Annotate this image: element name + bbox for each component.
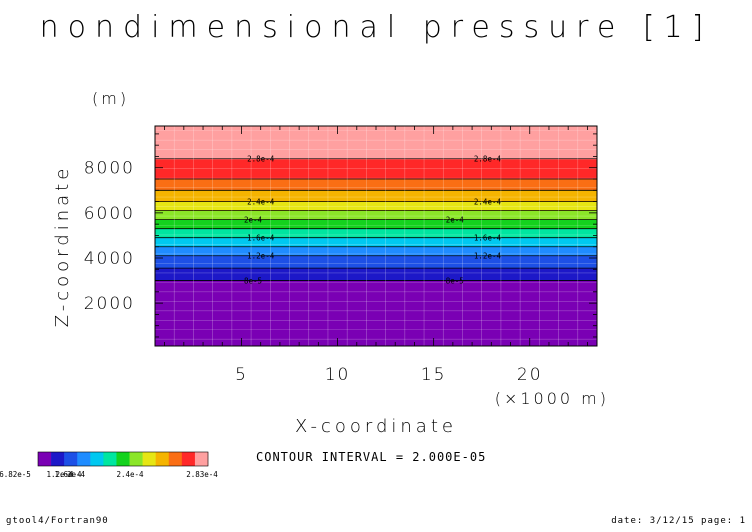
colorbar-swatch	[194, 452, 209, 466]
contour-label: 1.2e-4	[247, 252, 275, 261]
contour-label: 1.2e-4	[474, 252, 502, 261]
colorbar-swatch	[142, 452, 156, 466]
colorbar-swatch	[116, 452, 130, 466]
contour-label: 2.4e-4	[247, 198, 275, 207]
y-tick-label: 4000	[84, 249, 135, 269]
contour-band-1	[155, 268, 597, 281]
contour-label: 1.6e-4	[474, 234, 502, 243]
y-tick-label: 6000	[84, 204, 135, 224]
y-axis-unit: (m)	[92, 89, 129, 108]
colorbar-swatch	[38, 452, 52, 466]
contour-band-10	[155, 179, 597, 191]
colorbar-label: 2.83e-4	[186, 470, 218, 479]
colorbar-swatch	[51, 452, 65, 466]
colorbar-swatch	[103, 452, 117, 466]
colorbar-swatch	[90, 452, 104, 466]
contour-label: 2.8e-4	[474, 155, 502, 164]
colorbar-swatch	[181, 452, 196, 466]
contour-interval-text: CONTOUR INTERVAL = 2.000E-05	[256, 450, 487, 464]
colorbar-label: 2.4e-4	[116, 470, 144, 479]
colorbar-swatch	[64, 452, 78, 466]
contour-label: 8e-5	[244, 277, 262, 286]
y-tick-label: 8000	[84, 159, 135, 179]
colorbar-swatch	[77, 452, 91, 466]
contour-band-9	[155, 190, 597, 202]
contour-band-4	[155, 237, 597, 247]
colorbar-label: 1.6e-4	[54, 470, 82, 479]
colorbar-swatch	[129, 452, 143, 466]
x-tick-label: 20	[517, 365, 543, 385]
colorbar-label: 2e-4	[67, 470, 86, 479]
contour-label: 1.6e-4	[247, 234, 275, 243]
footer-date-page: date: 3/12/15 page: 1	[611, 516, 746, 526]
contour-band-7	[155, 210, 597, 220]
colorbar-frame	[37, 451, 209, 467]
colorbar-label: 1.2e-4	[46, 470, 74, 479]
contour-band-11	[155, 158, 597, 180]
footer-software-label: gtool4/Fortran90	[6, 516, 109, 526]
chart-title: nondimensional pressure [1]	[39, 10, 713, 45]
contour-label: 2e-4	[244, 216, 263, 225]
contour-label: 2.8e-4	[247, 155, 275, 164]
colorbar-swatch	[168, 452, 183, 466]
contour-band-0	[155, 280, 597, 346]
x-tick-label: 10	[325, 365, 351, 385]
contour-label: 8e-5	[446, 277, 464, 286]
contour-band-12	[155, 126, 597, 159]
y-axis-label: Z-coordinate	[52, 165, 73, 328]
colorbar-label: 6.82e-5	[0, 470, 31, 479]
contour-band-2	[155, 255, 597, 269]
contour-label: 2e-4	[446, 216, 465, 225]
x-tick-label: 15	[421, 365, 447, 385]
x-axis-unit: (×1000 m)	[495, 389, 609, 408]
y-tick-label: 2000	[84, 294, 135, 314]
colorbar-swatch	[155, 452, 170, 466]
contour-label: 2.4e-4	[474, 198, 502, 207]
x-axis-label: X-coordinate	[295, 416, 457, 437]
contour-band-8	[155, 201, 597, 211]
contour-band-3	[155, 246, 597, 256]
x-tick-label: 5	[235, 365, 248, 385]
contour-band-6	[155, 219, 597, 229]
contour-band-5	[155, 228, 597, 238]
